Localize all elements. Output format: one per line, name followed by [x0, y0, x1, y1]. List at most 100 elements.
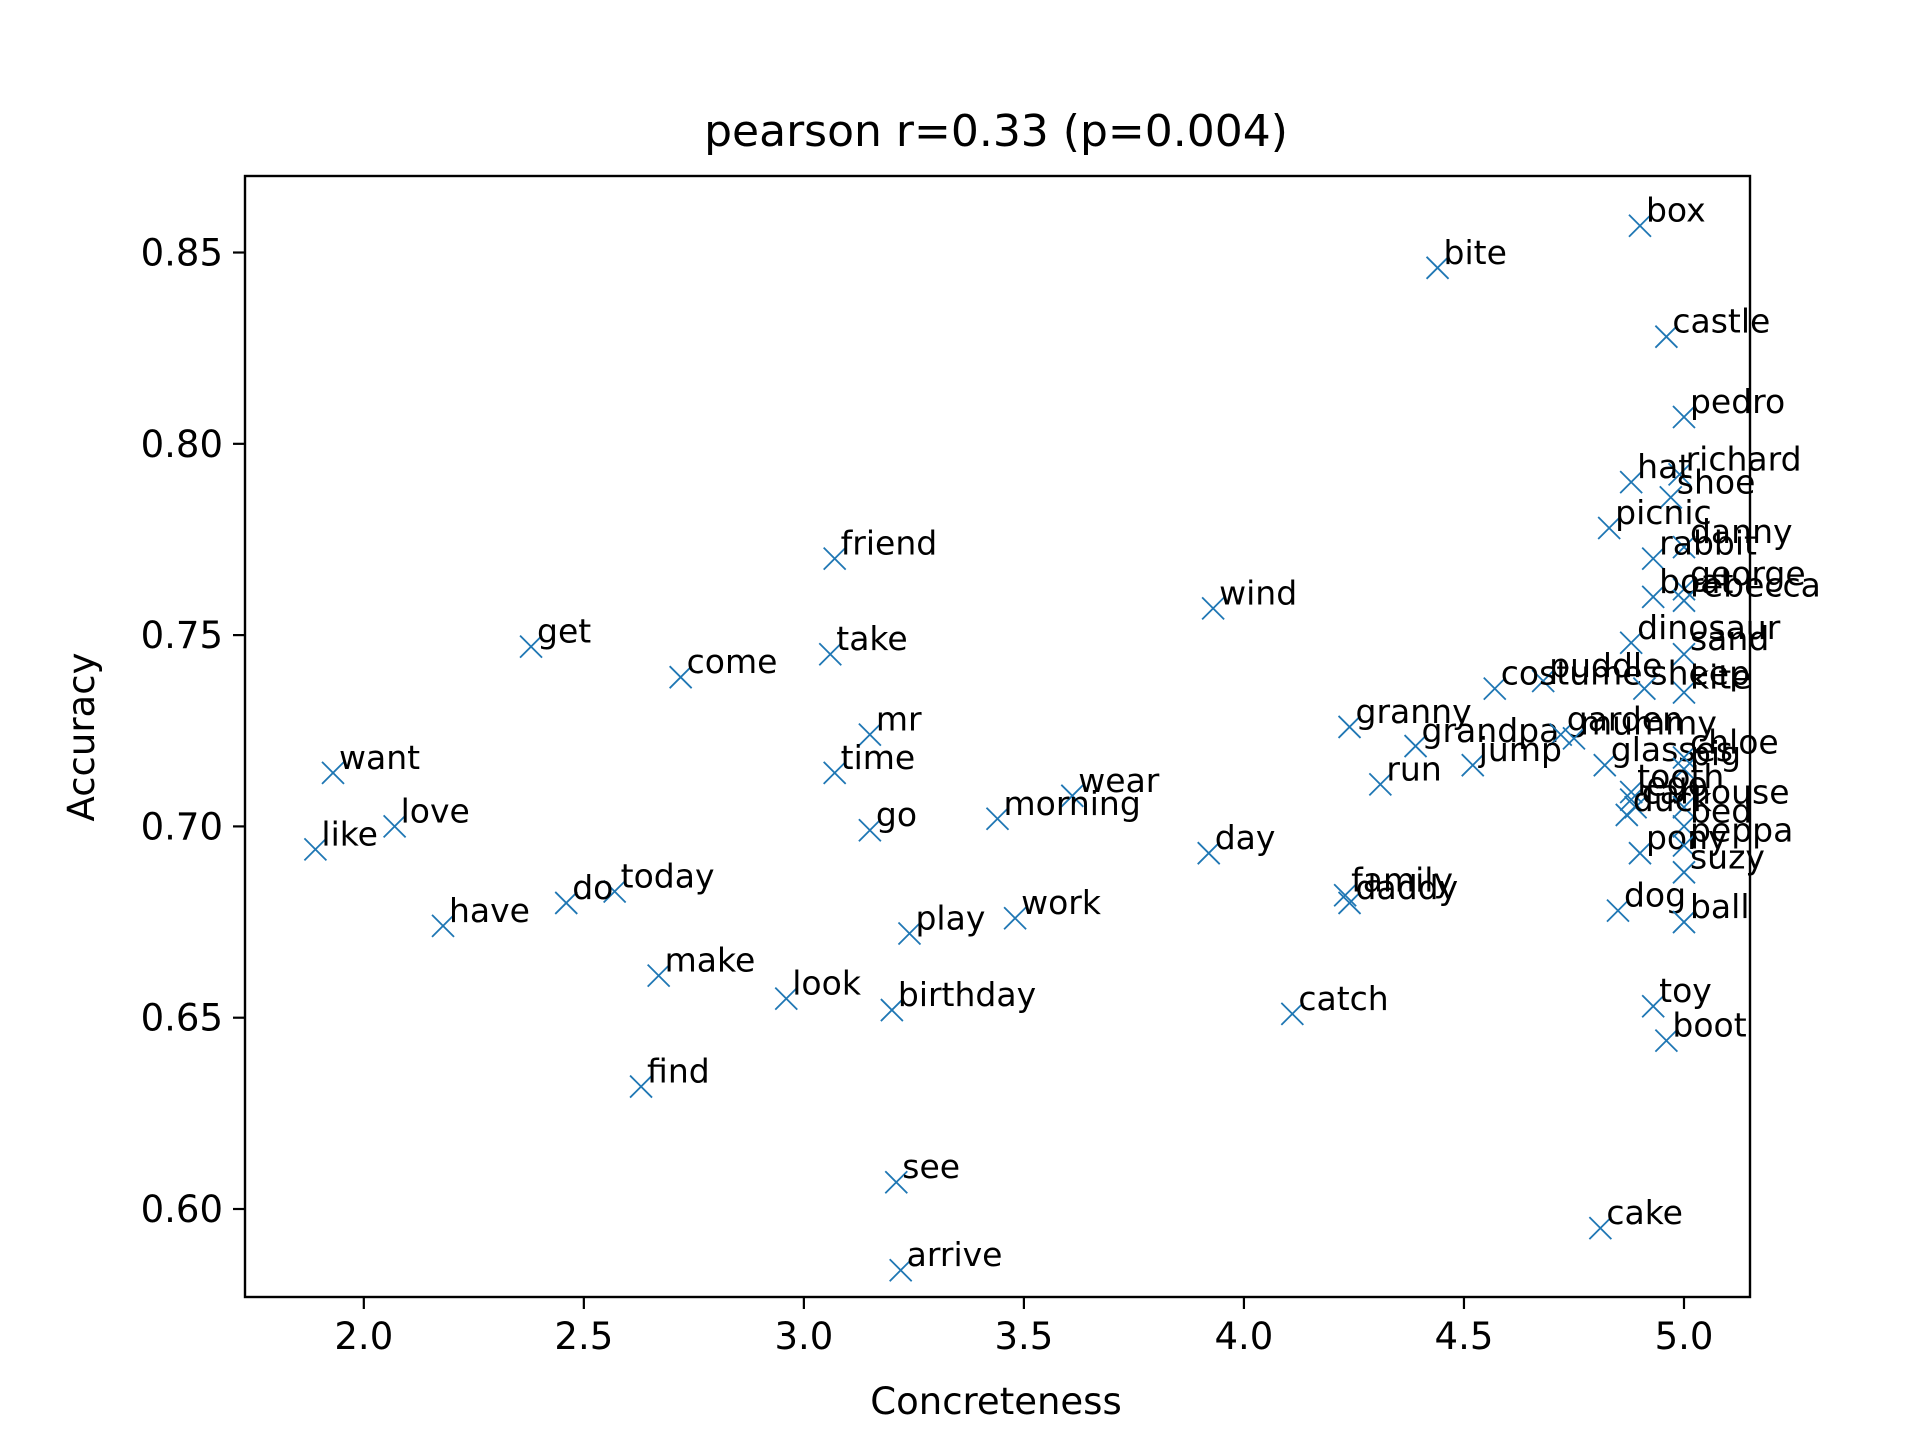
x-marker [1672, 535, 1696, 559]
data-point [1549, 722, 1573, 747]
point-label: make [665, 941, 756, 980]
point-label: chloe [1690, 723, 1779, 762]
point-label: bed [1690, 791, 1752, 830]
point-label: birthday [898, 975, 1036, 1014]
y-tick-label: 0.80 [141, 423, 223, 466]
point-label: see [902, 1147, 960, 1186]
x-tick-label: 2.5 [554, 1315, 613, 1358]
data-point [1619, 780, 1643, 804]
point-label: like [321, 814, 378, 853]
x-marker [1549, 722, 1573, 747]
point-label: shoe [1677, 462, 1756, 501]
point-label: sand [1690, 619, 1769, 658]
data-point [519, 634, 543, 659]
point-label: work [1021, 883, 1102, 922]
point-label: do [572, 868, 613, 907]
x-marker [1003, 906, 1027, 930]
data-point [774, 986, 798, 1011]
point-label: toy [1659, 971, 1712, 1010]
data-point [1562, 726, 1586, 751]
point-label: danny [1690, 512, 1793, 551]
data-point [603, 879, 627, 904]
x-marker [519, 634, 543, 659]
point-label: play [915, 899, 985, 938]
point-label: dinosaur [1637, 608, 1781, 647]
data-point [554, 891, 578, 915]
data-point [884, 1170, 908, 1194]
data-point [1333, 883, 1357, 907]
data-point [647, 963, 671, 988]
data-point [1672, 795, 1696, 819]
x-marker [1333, 883, 1357, 907]
data-point [1672, 405, 1696, 429]
x-marker [823, 761, 847, 785]
point-label: duck [1633, 780, 1713, 819]
point-label: sheep [1650, 654, 1750, 693]
x-marker [1667, 462, 1692, 487]
point-label: today [621, 856, 715, 895]
data-point [1672, 642, 1696, 666]
point-label: george [1690, 554, 1806, 593]
data-point [1672, 535, 1696, 559]
point-label: ball [1690, 887, 1750, 926]
x-marker [1672, 577, 1696, 601]
x-marker [1588, 1216, 1613, 1240]
point-label: picnic [1615, 493, 1712, 532]
x-marker [1672, 405, 1696, 429]
data-point [1403, 734, 1428, 758]
y-tick-label: 0.70 [141, 805, 223, 848]
point-label: lego [1637, 765, 1708, 804]
point-label: puddle [1549, 646, 1662, 685]
x-marker [1672, 814, 1696, 839]
point-label: family [1351, 860, 1453, 899]
data-point [629, 1074, 653, 1099]
point-label: love [401, 791, 470, 830]
point-label: boot [1672, 1006, 1746, 1045]
chart-title: pearson r=0.33 (p=0.004) [704, 106, 1288, 157]
x-marker [382, 814, 407, 839]
data-point [818, 642, 842, 666]
x-tick-label: 3.0 [774, 1315, 833, 1358]
x-marker [1628, 214, 1652, 238]
x-marker [1483, 677, 1507, 701]
x-marker [669, 665, 693, 689]
x-tick-label: 3.5 [994, 1315, 1053, 1358]
data-point [858, 818, 882, 842]
point-label: mummy [1580, 703, 1717, 742]
data-point [1641, 585, 1665, 609]
y-tick-label: 0.65 [141, 997, 223, 1040]
point-label: pig [1690, 734, 1741, 773]
point-label: day [1215, 818, 1276, 857]
point-label: look [792, 964, 862, 1003]
y-tick-label: 0.60 [141, 1188, 223, 1231]
point-label: house [1690, 772, 1790, 811]
point-label: go [876, 795, 917, 834]
x-marker [1672, 910, 1696, 934]
data-point [1672, 757, 1696, 781]
data-point [1619, 631, 1643, 655]
point-label: bite [1444, 233, 1507, 272]
point-label: rabbit [1659, 524, 1757, 563]
x-marker [1403, 734, 1428, 758]
point-label: find [647, 1052, 710, 1091]
point-label: come [687, 642, 778, 681]
x-tick-label: 4.5 [1435, 1315, 1494, 1358]
x-marker [321, 761, 345, 785]
y-axis: 0.60 0.65 0.70 0.75 0.80 0.85 [141, 232, 245, 1231]
point-label: peppa [1690, 811, 1793, 850]
data-point [1619, 470, 1643, 494]
x-marker [985, 807, 1010, 831]
data-point [1588, 1216, 1613, 1240]
data-point [1672, 814, 1696, 839]
data-point [1641, 994, 1665, 1018]
x-marker [1672, 680, 1696, 705]
x-marker [1606, 898, 1630, 923]
x-marker [1060, 784, 1084, 808]
x-marker [554, 891, 578, 915]
point-label: hat [1637, 447, 1691, 486]
x-marker [884, 1170, 908, 1194]
data-point [1003, 906, 1027, 930]
plot-frame [243, 174, 1752, 1299]
x-marker [1368, 772, 1392, 796]
data-point [1632, 677, 1657, 701]
